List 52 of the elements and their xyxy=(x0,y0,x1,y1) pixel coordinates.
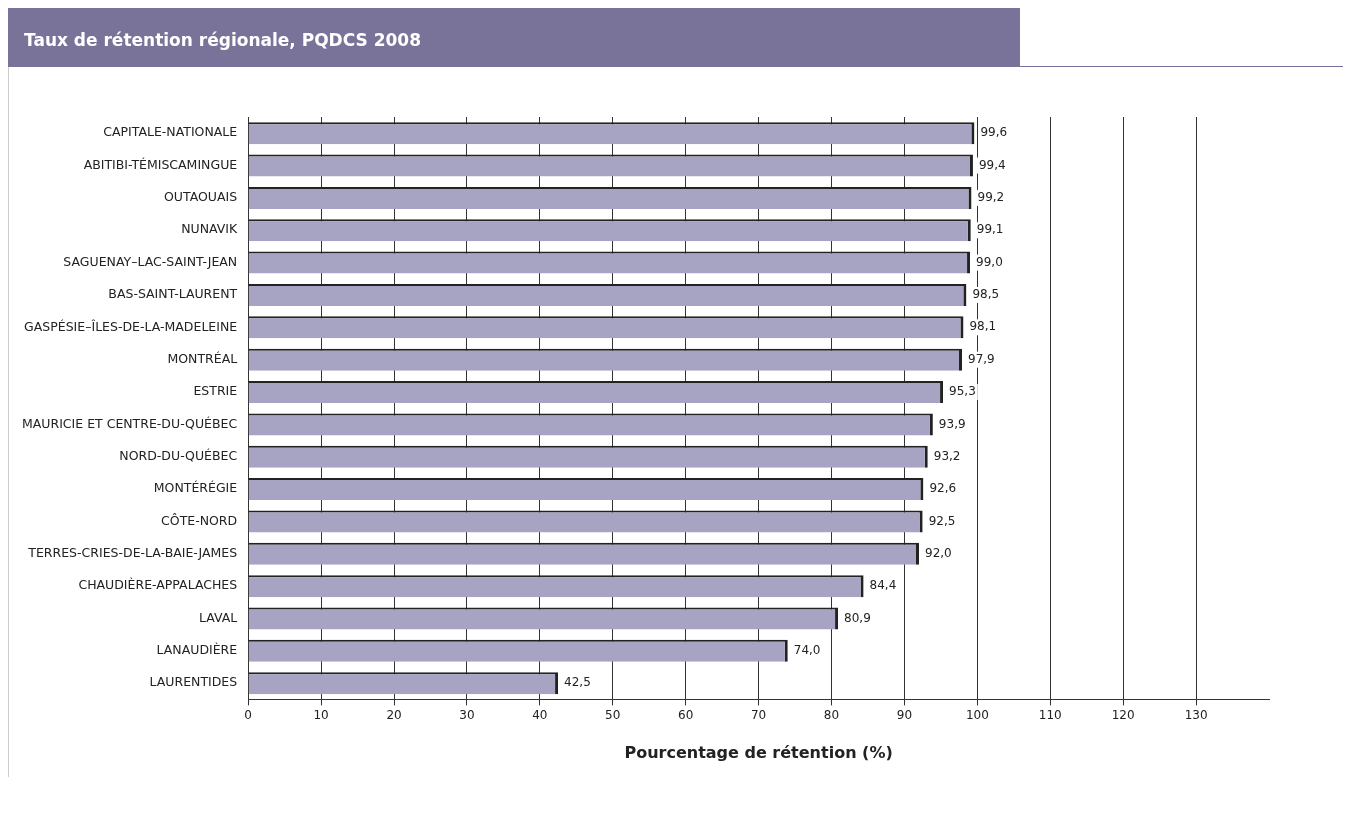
data-label: 84,4 xyxy=(869,578,897,593)
data-label: 93,2 xyxy=(933,448,961,463)
x-tick-label: 80 xyxy=(823,707,840,722)
y-tick-label: ESTRIE xyxy=(193,383,238,399)
x-tick-label: 100 xyxy=(965,707,989,722)
x-tick-label: 90 xyxy=(896,707,913,722)
data-label: 92,5 xyxy=(928,513,956,528)
chart-title: Taux de rétention régionale, PQDCS 2008 xyxy=(8,8,1020,66)
x-tick-label: 60 xyxy=(678,707,694,722)
data-label: 99,0 xyxy=(976,254,1003,269)
data-label: 93,9 xyxy=(938,416,966,431)
x-axis-title: Pourcentage de rétention (%) xyxy=(624,742,893,762)
y-tick-label: MONTÉRÉGIE xyxy=(153,480,238,496)
y-tick-label: BAS-SAINT-LAURENT xyxy=(108,286,238,302)
x-tick-label: 40 xyxy=(532,707,548,722)
y-tick-label: OUTAOUAIS xyxy=(164,189,238,205)
data-label: 74,0 xyxy=(793,642,821,657)
x-tick-label: 0 xyxy=(244,707,253,722)
x-tick-label: 120 xyxy=(1111,707,1135,722)
data-label: 80,9 xyxy=(844,610,871,625)
data-label: 97,9 xyxy=(968,351,995,366)
y-tick-label: LANAUDIÈRE xyxy=(156,642,238,658)
x-tick-label: 20 xyxy=(386,707,402,722)
data-label: 42,5 xyxy=(564,675,591,690)
y-tick-label: CHAUDIÈRE-APPALACHES xyxy=(78,577,238,593)
data-label: 98,1 xyxy=(969,319,997,334)
data-label: 99,4 xyxy=(978,157,1006,172)
data-label: 99,6 xyxy=(980,125,1008,140)
y-tick-label: SAGUENAY–LAC-SAINT-JEAN xyxy=(63,253,238,269)
x-tick-label: 110 xyxy=(1038,707,1062,722)
y-tick-label: MONTRÉAL xyxy=(167,350,238,366)
x-tick-label: 30 xyxy=(459,707,475,722)
y-tick-label: LAVAL xyxy=(198,609,238,625)
y-tick-label: NORD-DU-QUÉBEC xyxy=(119,447,238,463)
data-label: 99,2 xyxy=(977,190,1005,205)
y-tick-label: TERRES-CRIES-DE-LA-BAIE-JAMES xyxy=(27,545,238,561)
x-tick-label: 50 xyxy=(605,707,621,722)
y-tick-label: MAURICIE ET CENTRE-DU-QUÉBEC xyxy=(22,415,238,431)
x-tick-label: 10 xyxy=(313,707,329,722)
y-tick-label: ABITIBI-TÉMISCAMINGUE xyxy=(83,156,238,172)
y-tick-label: CÔTE-NORD xyxy=(161,512,238,528)
data-label: 98,5 xyxy=(972,287,1000,302)
y-tick-label: NUNAVIK xyxy=(181,221,238,237)
data-label: 99,1 xyxy=(976,222,1004,237)
y-tick-label: LAURENTIDES xyxy=(149,674,238,690)
y-tick-label: CAPITALE-NATIONALE xyxy=(103,124,238,140)
x-tick-label: 130 xyxy=(1184,707,1208,722)
x-tick-label: 70 xyxy=(750,707,767,722)
data-label: 95,3 xyxy=(949,384,976,399)
data-label: 92,0 xyxy=(925,545,952,560)
y-tick-label: GASPÉSIE–ÎLES-DE-LA-MADELEINE xyxy=(24,318,238,334)
data-label: 92,6 xyxy=(929,481,957,496)
